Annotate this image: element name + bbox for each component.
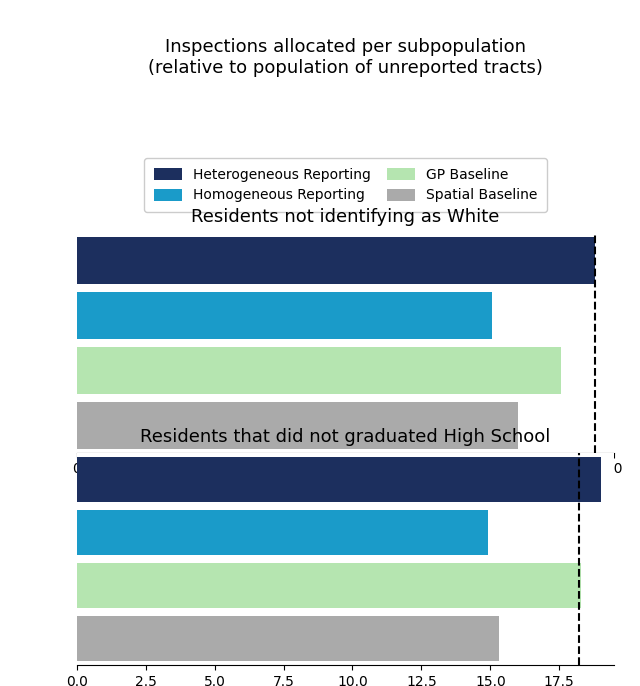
Title: Residents not identifying as White: Residents not identifying as White <box>191 209 500 226</box>
Bar <box>77 510 488 555</box>
X-axis label: % of served population: % of served population <box>265 482 426 496</box>
Text: Inspections allocated per subpopulation
(relative to population of unreported tr: Inspections allocated per subpopulation … <box>148 38 543 77</box>
Bar <box>77 616 499 661</box>
Bar <box>77 237 595 284</box>
Bar <box>77 457 600 502</box>
Bar <box>77 402 518 449</box>
Title: Residents that did not graduated High School: Residents that did not graduated High Sc… <box>140 427 551 445</box>
Bar <box>77 347 561 394</box>
Bar <box>77 563 581 608</box>
Bar <box>77 292 492 339</box>
Legend: Heterogeneous Reporting, Homogeneous Reporting, GP Baseline, Spatial Baseline: Heterogeneous Reporting, Homogeneous Rep… <box>144 158 547 212</box>
